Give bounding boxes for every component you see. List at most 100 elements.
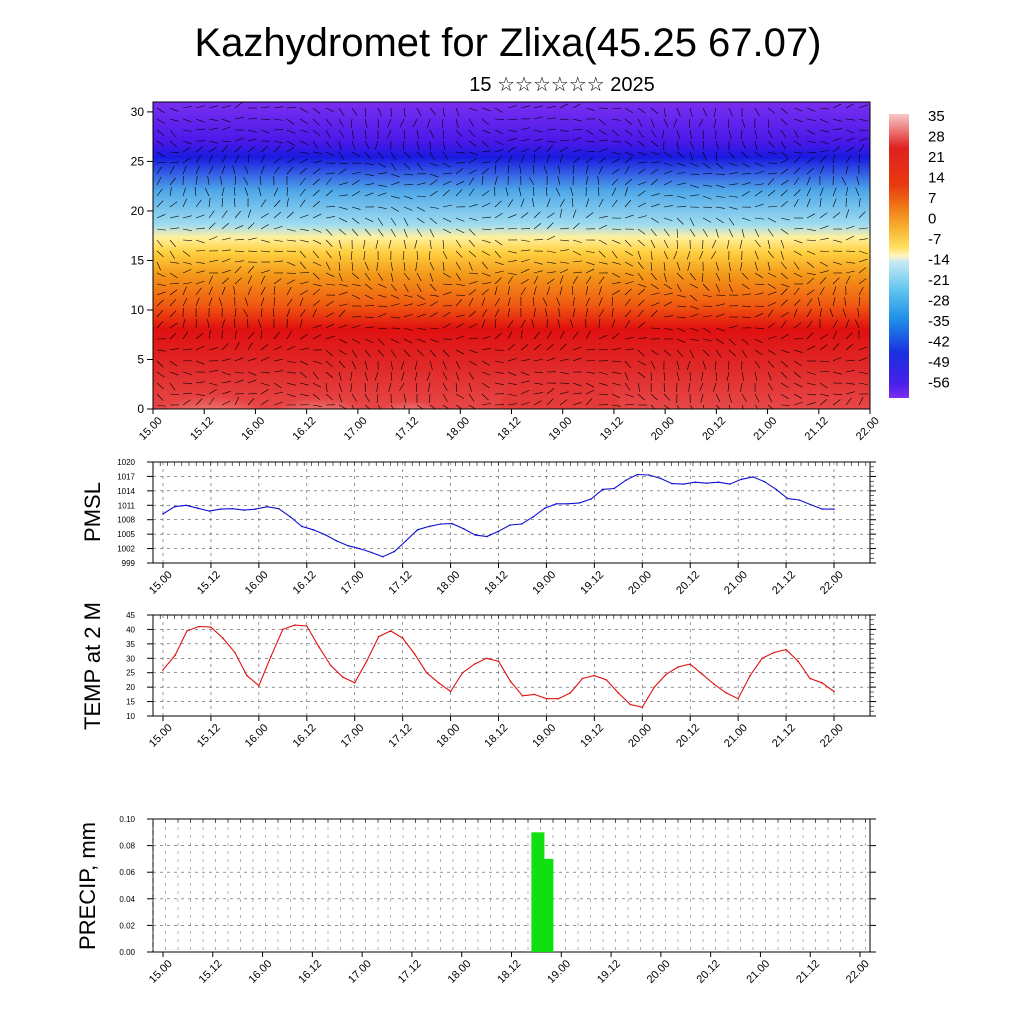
wind-vector — [597, 187, 600, 197]
wind-vector — [741, 283, 750, 290]
wind-vector — [338, 107, 345, 116]
wind-vector — [507, 286, 510, 296]
wind-vector — [754, 272, 763, 278]
wind-vector — [234, 250, 244, 253]
wind-vector — [182, 331, 189, 340]
wind-vector — [195, 297, 200, 307]
wind-vector — [661, 129, 665, 139]
wind-vector — [728, 183, 738, 186]
wind-vector — [442, 239, 445, 249]
data-point — [497, 530, 500, 533]
wind-vector — [338, 129, 345, 138]
wind-vector — [780, 393, 789, 399]
x-tick-label: 17.12 — [387, 569, 415, 597]
wind-vector — [520, 259, 530, 263]
wind-vector — [312, 324, 322, 329]
wind-vector — [741, 338, 750, 345]
wind-vector — [299, 281, 309, 285]
data-point — [462, 528, 465, 530]
wind-vector — [442, 382, 448, 392]
wind-vector — [182, 106, 192, 109]
wind-vector — [637, 107, 646, 114]
wind-vector — [520, 228, 531, 230]
wind-vector — [312, 404, 322, 407]
wind-vector — [156, 151, 165, 157]
wind-vector — [611, 140, 621, 143]
wind-vector — [234, 210, 241, 219]
wind-vector — [728, 261, 731, 271]
wind-vector — [390, 181, 400, 186]
wind-vector — [533, 261, 543, 265]
wind-vector — [767, 404, 774, 409]
wind-vector — [533, 211, 541, 219]
y-tick-label: 1005 — [117, 530, 135, 539]
wind-vector — [845, 382, 855, 385]
wind-vector — [429, 283, 437, 291]
wind-vector — [676, 283, 682, 292]
data-point — [317, 645, 320, 648]
wind-vector — [845, 391, 855, 395]
wind-vector — [689, 194, 699, 197]
wind-vector — [819, 198, 822, 208]
wind-vector — [702, 239, 704, 250]
wind-vector — [351, 151, 360, 157]
wind-vector — [611, 272, 620, 278]
wind-vector — [364, 217, 374, 223]
wind-vector — [598, 139, 608, 142]
wind-vector — [390, 261, 393, 271]
wind-vector — [221, 165, 226, 175]
wind-vector — [754, 338, 764, 344]
wind-vector — [702, 140, 705, 150]
wind-vector — [299, 347, 309, 351]
wind-vector — [156, 382, 164, 390]
wind-vector — [858, 104, 868, 109]
wind-vector — [351, 171, 361, 175]
wind-vector — [855, 319, 860, 329]
wind-vector — [403, 261, 406, 271]
wind-vector — [195, 155, 201, 164]
wind-vector — [481, 371, 491, 376]
wind-vector — [260, 382, 270, 386]
wind-vector — [338, 349, 347, 356]
wind-vector — [611, 296, 613, 307]
wind-vector — [767, 360, 775, 368]
wind-vector — [663, 404, 670, 409]
data-point — [533, 693, 536, 696]
wind-vector — [468, 151, 478, 155]
x-tick-label: 16.12 — [296, 958, 324, 986]
wind-vector — [182, 228, 192, 232]
chart-subtitle: 15 ☆☆☆☆☆☆ 2025 — [469, 74, 654, 96]
wind-vector — [376, 261, 379, 271]
wind-vector — [780, 288, 788, 296]
wind-vector — [832, 297, 836, 307]
wind-vector — [546, 144, 553, 153]
wind-vectors — [156, 102, 869, 409]
wind-vector — [195, 128, 205, 131]
wind-vector — [468, 337, 478, 340]
wind-vector — [754, 349, 763, 356]
wind-vector — [169, 201, 178, 208]
wind-vector — [312, 178, 320, 186]
heatmap-x-tick-label: 15.00 — [137, 415, 165, 443]
wind-vector — [221, 126, 231, 131]
wind-vector — [663, 283, 672, 290]
wind-vector — [286, 198, 289, 208]
wind-vector — [442, 371, 448, 381]
data-point — [737, 697, 739, 700]
wind-vector — [494, 382, 504, 386]
wind-vector — [715, 206, 725, 209]
wind-vector — [377, 206, 387, 210]
wind-vector — [273, 358, 283, 362]
wind-vector — [715, 272, 721, 282]
wind-vector — [585, 129, 594, 135]
data-point — [509, 524, 511, 526]
wind-vector — [481, 228, 491, 231]
wind-vector — [715, 184, 725, 188]
wind-vector — [376, 382, 379, 392]
wind-vector — [806, 277, 814, 285]
wind-vector — [845, 359, 855, 362]
wind-vector — [780, 168, 789, 175]
data-point — [198, 625, 200, 628]
wind-vector — [156, 129, 165, 136]
